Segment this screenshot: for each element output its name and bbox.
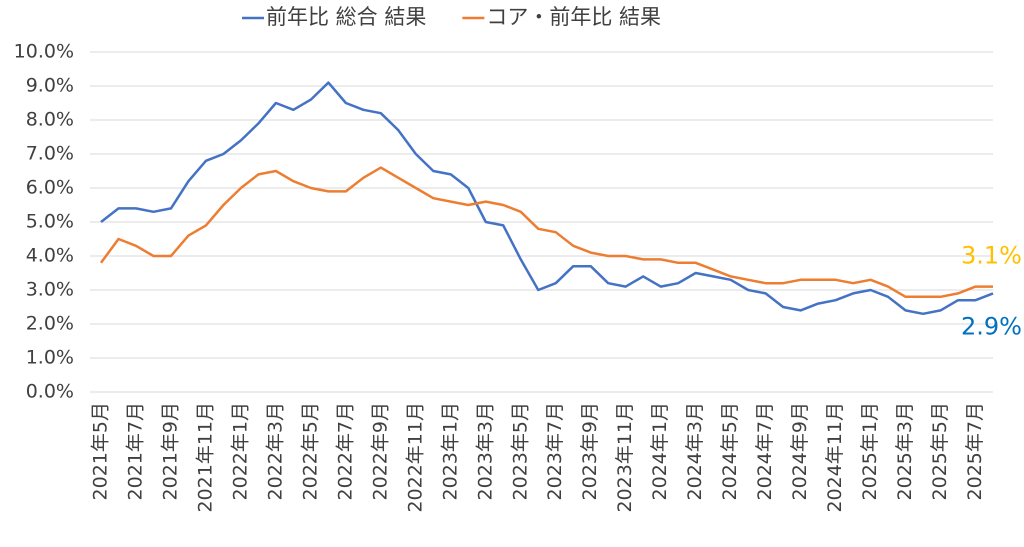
- x-tick-label: 2024年5月: [719, 402, 741, 500]
- x-tick-label: 2022年9月: [369, 402, 391, 500]
- y-tick-label: 9.0%: [26, 75, 74, 97]
- x-tick-label: 2021年5月: [90, 402, 112, 500]
- y-tick-label: 6.0%: [26, 177, 74, 199]
- x-tick-label: 2023年9月: [579, 402, 601, 500]
- x-tick-label: 2023年1月: [439, 402, 461, 500]
- x-tick-label: 2025年7月: [964, 402, 986, 500]
- x-tick-label: 2022年1月: [229, 402, 251, 500]
- x-tick-label: 2024年11月: [824, 402, 846, 513]
- x-tick-label: 2023年3月: [474, 402, 496, 500]
- legend-label: 前年比 総合 結果: [266, 5, 426, 29]
- x-tick-label: 2023年7月: [544, 402, 566, 500]
- end-label: 3.1%: [961, 242, 1022, 270]
- end-label: 2.9%: [961, 312, 1022, 340]
- x-tick-label: 2023年11月: [614, 402, 636, 513]
- y-tick-label: 8.0%: [26, 109, 74, 131]
- x-tick-label: 2022年11月: [404, 402, 426, 513]
- legend-label: コア・前年比 結果: [486, 5, 661, 29]
- y-tick-label: 5.0%: [26, 211, 74, 233]
- y-tick-label: 4.0%: [26, 245, 74, 267]
- x-tick-label: 2022年3月: [264, 402, 286, 500]
- x-tick-label: 2022年5月: [299, 402, 321, 500]
- x-tick-label: 2024年3月: [684, 402, 706, 500]
- x-tick-label: 2024年9月: [789, 402, 811, 500]
- series-line: [100, 81, 994, 316]
- y-tick-label: 7.0%: [26, 143, 74, 165]
- y-tick-label: 2.0%: [26, 313, 74, 335]
- x-tick-label: 2024年1月: [649, 402, 671, 500]
- y-tick-label: 1.0%: [26, 347, 74, 369]
- x-tick-label: 2021年9月: [159, 402, 181, 500]
- y-tick-label: 10.0%: [14, 41, 74, 63]
- y-tick-label: 0.0%: [26, 381, 74, 403]
- x-tick-label: 2024年7月: [754, 402, 776, 500]
- x-tick-label: 2021年11月: [194, 402, 216, 513]
- y-tick-label: 3.0%: [26, 279, 74, 301]
- x-tick-label: 2025年5月: [929, 402, 951, 500]
- x-tick-label: 2025年1月: [859, 402, 881, 500]
- x-tick-label: 2023年5月: [509, 402, 531, 500]
- x-tick-label: 2022年7月: [334, 402, 356, 500]
- x-tick-label: 2021年7月: [124, 402, 146, 500]
- series-line: [99, 166, 993, 299]
- x-tick-label: 2025年3月: [894, 402, 916, 500]
